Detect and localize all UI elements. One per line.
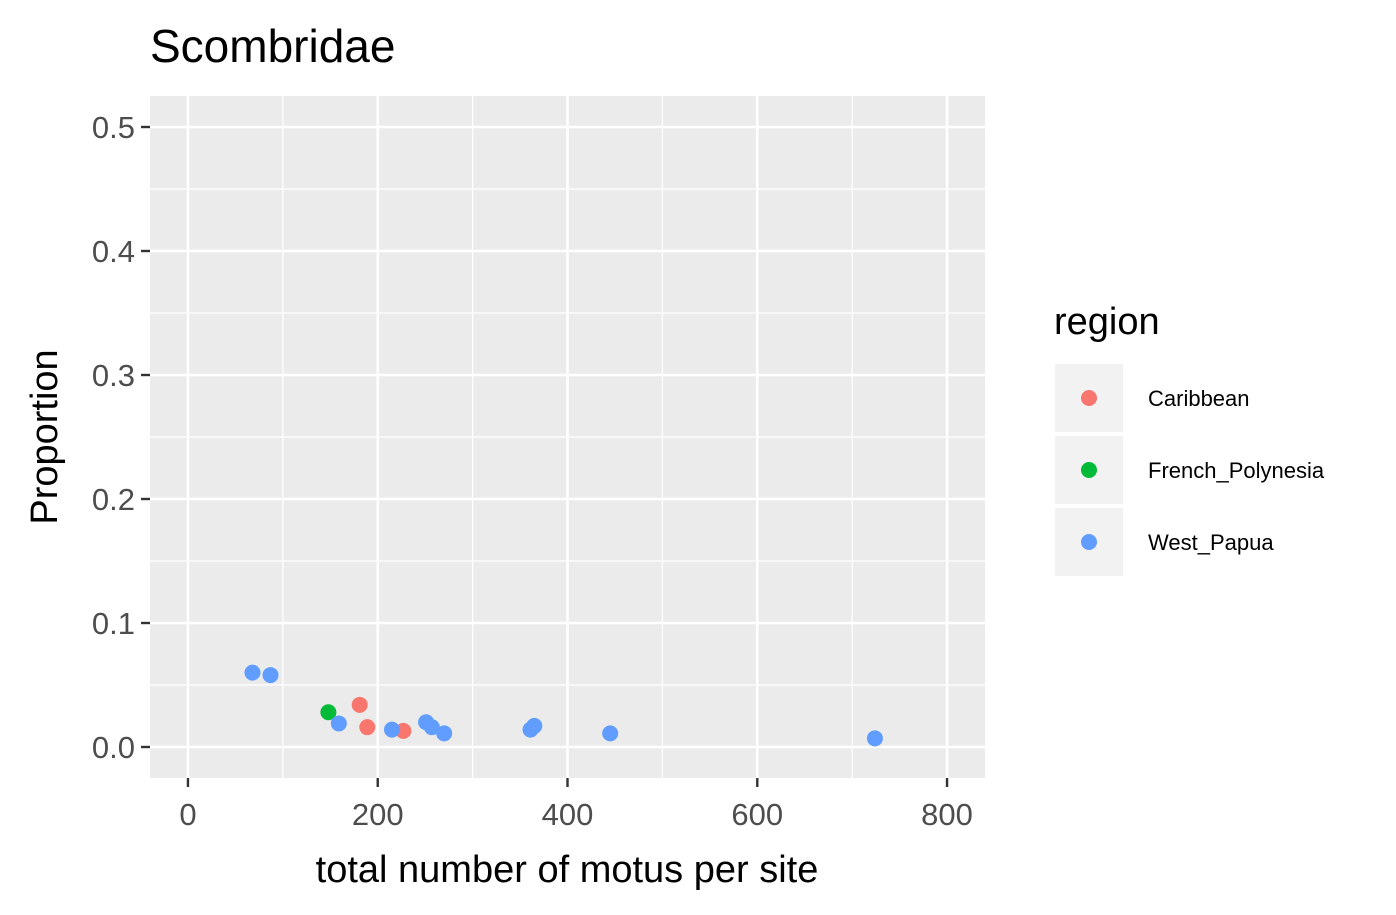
y-tick-label: 0.4 [92, 234, 135, 269]
legend-marker [1081, 534, 1097, 550]
x-tick-label: 600 [731, 797, 783, 832]
x-axis: 0 200 400 600 800 [179, 778, 973, 832]
legend-label: West_Papua [1148, 530, 1274, 555]
major-grid [150, 96, 985, 778]
y-tick-label: 0.5 [92, 110, 135, 145]
data-point [383, 721, 400, 738]
data-point [320, 704, 337, 721]
data-point [866, 730, 883, 747]
legend-marker [1081, 390, 1097, 406]
y-axis-title: Proportion [24, 349, 66, 524]
legend: region Caribbean French_Polynesia West_Pap… [1054, 301, 1325, 576]
y-tick-label: 0.0 [92, 730, 135, 765]
data-point [351, 696, 368, 713]
data-points [244, 664, 883, 747]
x-tick-label: 0 [179, 797, 196, 832]
data-point [330, 715, 347, 732]
x-tick-label: 400 [542, 797, 594, 832]
chart-title: Scombridae [150, 20, 395, 72]
data-point [423, 719, 440, 736]
legend-marker [1081, 462, 1097, 478]
legend-label: Caribbean [1148, 386, 1250, 411]
data-point [526, 717, 543, 734]
data-point [436, 725, 453, 742]
y-tick-label: 0.2 [92, 482, 135, 517]
data-point [262, 667, 279, 684]
legend-title: region [1054, 301, 1160, 343]
data-point [602, 725, 619, 742]
y-tick-label: 0.3 [92, 358, 135, 393]
x-axis-title: total number of motus per site [316, 849, 819, 891]
legend-label: French_Polynesia [1148, 458, 1325, 483]
data-point [359, 719, 376, 736]
x-tick-label: 200 [352, 797, 404, 832]
data-point [244, 664, 261, 681]
y-axis: 0.0 0.1 0.2 0.3 0.4 0.5 [92, 110, 150, 765]
y-tick-label: 0.1 [92, 606, 135, 641]
x-tick-label: 800 [921, 797, 973, 832]
